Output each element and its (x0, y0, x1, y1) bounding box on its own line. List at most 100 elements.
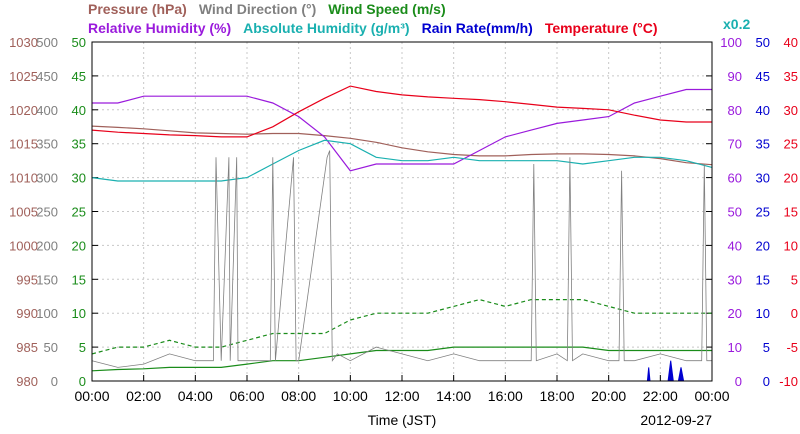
y-tick-label-rain_rate: 10 (756, 306, 770, 321)
y-tick-label-pressure: 1025 (9, 69, 38, 84)
x-tick-label: 08:00 (281, 388, 316, 404)
x-tick-label: 12:00 (384, 388, 419, 404)
y-tick-label-wind_direction: 100 (36, 306, 58, 321)
x-tick-label: 06:00 (229, 388, 264, 404)
y-tick-label-temperature: -10 (779, 374, 798, 389)
y-tick-label-rain_rate: 35 (756, 137, 770, 152)
y-tick-label-humidity: 30 (728, 272, 742, 287)
y-tick-label-pressure: 1000 (9, 238, 38, 253)
y-tick-label-wind_speed: 30 (72, 171, 86, 186)
x-tick-label: 14:00 (436, 388, 471, 404)
y-tick-label-pressure: 995 (16, 272, 38, 287)
grid (92, 42, 712, 381)
legend-label: Temperature (°C) (545, 20, 658, 36)
axes: 1030102510201015101010051000995990985980… (9, 35, 798, 404)
y-tick-label-pressure: 1010 (9, 171, 38, 186)
y-tick-label-rain_rate: 50 (756, 35, 770, 50)
y-tick-label-humidity: 40 (728, 238, 742, 253)
y-tick-label-rain_rate: 20 (756, 238, 770, 253)
y-tick-label-temperature: 15 (784, 205, 798, 220)
plot-frame (91, 41, 713, 382)
y-tick-label-wind_speed: 20 (72, 238, 86, 253)
y-tick-label-rain_rate: 25 (756, 205, 770, 220)
y-tick-label-temperature: 10 (784, 238, 798, 253)
y-tick-label-wind_speed: 50 (72, 35, 86, 50)
y-tick-label-wind_direction: 200 (36, 238, 58, 253)
series-pressure-line (91, 125, 713, 166)
multiplier-label: x0.2 (723, 16, 750, 32)
y-tick-label-temperature: -5 (786, 340, 798, 355)
y-tick-label-wind_speed: 0 (79, 374, 86, 389)
y-tick-label-rain_rate: 40 (756, 103, 770, 118)
series-humidity-line (92, 88, 712, 172)
legend-label: Pressure (hPa) (88, 1, 187, 17)
y-tick-label-rain_rate: 30 (756, 171, 770, 186)
legend-label: Rain Rate(mm/h) (422, 20, 533, 36)
y-tick-label-pressure: 985 (16, 340, 38, 355)
y-tick-label-wind_speed: 40 (72, 103, 86, 118)
y-tick-label-humidity: 10 (728, 340, 742, 355)
y-tick-label-wind_direction: 0 (51, 374, 58, 389)
y-tick-label-rain_rate: 5 (763, 340, 770, 355)
date-label: 2012-09-27 (640, 412, 712, 428)
x-tick-label: 00:00 (74, 388, 109, 404)
x-tick-label: 10:00 (333, 388, 368, 404)
y-tick-label-wind_speed: 45 (72, 69, 86, 84)
y-tick-label-rain_rate: 15 (756, 272, 770, 287)
y-tick-label-humidity: 70 (728, 137, 742, 152)
y-tick-label-pressure: 1005 (9, 205, 38, 220)
y-tick-label-temperature: 5 (791, 272, 798, 287)
y-tick-label-humidity: 60 (728, 171, 742, 186)
x-tick-label: 00:00 (694, 388, 729, 404)
y-tick-label-wind_direction: 150 (36, 272, 58, 287)
y-tick-label-humidity: 0 (735, 374, 742, 389)
x-tick-label: 18:00 (539, 388, 574, 404)
legend-label: Wind Speed (m/s) (328, 1, 445, 17)
y-tick-label-humidity: 90 (728, 69, 742, 84)
x-tick-label: 20:00 (591, 388, 626, 404)
y-tick-label-wind_direction: 450 (36, 69, 58, 84)
y-tick-label-pressure: 1030 (9, 35, 38, 50)
y-tick-label-wind_speed: 15 (72, 272, 86, 287)
y-tick-label-wind_speed: 5 (79, 340, 86, 355)
y-tick-label-wind_direction: 250 (36, 205, 58, 220)
x-tick-label: 04:00 (178, 388, 213, 404)
y-tick-label-wind_direction: 500 (36, 35, 58, 50)
y-tick-label-temperature: 35 (784, 69, 798, 84)
x-axis-label: Time (JST) (368, 412, 437, 428)
series-humidity-line (91, 139, 713, 182)
y-tick-label-humidity: 80 (728, 103, 742, 118)
series-wind-speed-line (91, 298, 712, 355)
legend-label: Relative Humidity (%) (88, 20, 231, 36)
y-tick-label-temperature: 20 (784, 171, 798, 186)
y-tick-label-pressure: 980 (16, 374, 38, 389)
y-tick-label-temperature: 40 (784, 35, 798, 50)
legend-label: Absolute Humidity (g/m³) (243, 20, 409, 36)
y-tick-label-pressure: 1015 (9, 137, 38, 152)
y-tick-label-wind_direction: 400 (36, 103, 58, 118)
y-tick-label-temperature: 30 (784, 103, 798, 118)
x-tick-label: 22:00 (643, 388, 678, 404)
y-tick-label-rain_rate: 45 (756, 69, 770, 84)
series-temperature-line (91, 85, 712, 138)
y-tick-label-pressure: 1020 (9, 103, 38, 118)
series-wind-speed-line (91, 346, 712, 372)
y-tick-label-wind_speed: 35 (72, 137, 86, 152)
legend: Pressure (hPa) Wind Direction (°) Wind Spe… (88, 1, 658, 36)
y-tick-label-rain_rate: 0 (763, 374, 770, 389)
series (91, 85, 713, 382)
x-tick-label: 16:00 (488, 388, 523, 404)
series-rain-rate (92, 360, 712, 382)
y-tick-label-pressure: 990 (16, 306, 38, 321)
x-tick-label: 02:00 (126, 388, 161, 404)
y-tick-label-temperature: 0 (791, 306, 798, 321)
y-tick-label-wind_direction: 50 (44, 340, 58, 355)
y-tick-label-humidity: 50 (728, 205, 742, 220)
y-tick-label-wind_direction: 350 (36, 137, 58, 152)
legend-label: Wind Direction (°) (199, 1, 316, 17)
y-tick-label-wind_speed: 10 (72, 306, 86, 321)
y-tick-label-humidity: 20 (728, 306, 742, 321)
series-wind-direction-line (91, 150, 712, 368)
y-tick-label-wind_direction: 300 (36, 171, 58, 186)
